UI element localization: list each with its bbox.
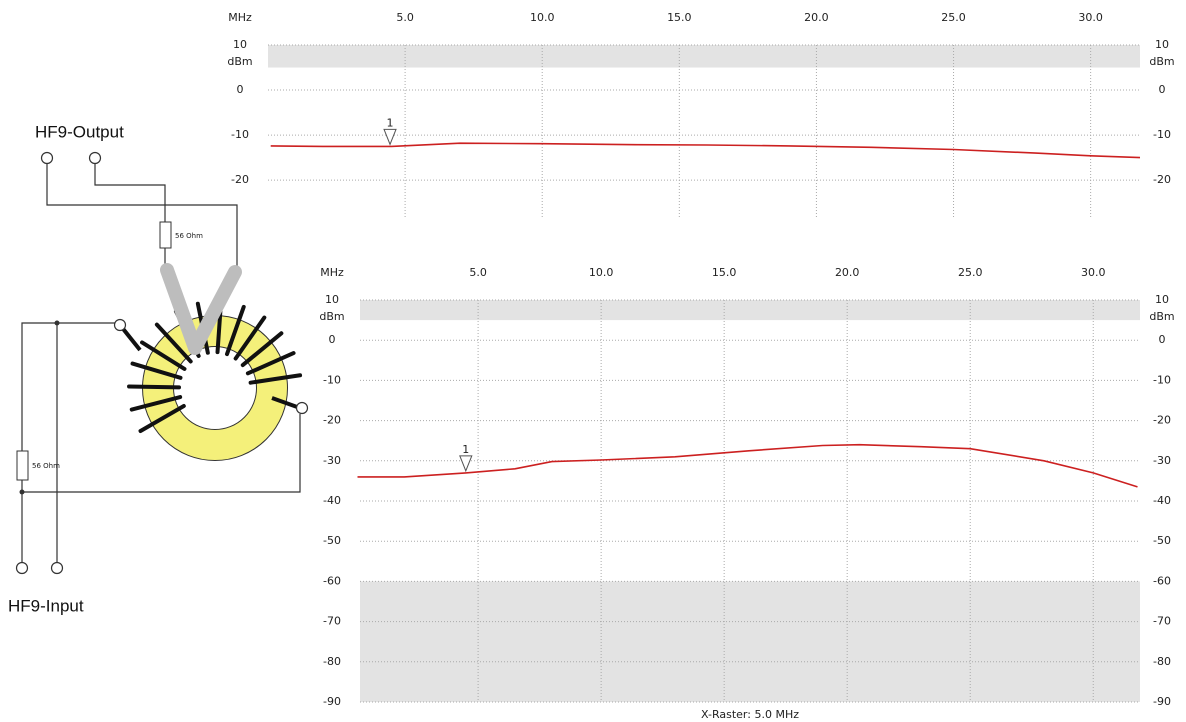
terminal xyxy=(42,153,53,164)
y-tick-label: -90 xyxy=(1153,695,1171,708)
y-tick-label: -20 xyxy=(1153,414,1171,427)
wire xyxy=(95,164,165,268)
shaded-band xyxy=(268,45,1140,68)
circuit-diagram: HF9-Output HF9-Input 56 Ohm 56 Ohm xyxy=(8,122,308,615)
x-tick-label: 15.0 xyxy=(712,266,737,279)
y-tick-label: -80 xyxy=(323,655,341,668)
footnote: X-Raster: 5.0 MHz xyxy=(701,708,799,721)
x-tick-label: 20.0 xyxy=(804,11,829,24)
y-tick-label: -60 xyxy=(323,574,341,587)
y-tick-label: -80 xyxy=(1153,655,1171,668)
x-tick-label: 15.0 xyxy=(667,11,692,24)
y-tick-label: 0 xyxy=(1159,83,1166,96)
winding xyxy=(129,386,179,387)
x-tick-label: 25.0 xyxy=(958,266,983,279)
y-unit: dBm xyxy=(227,55,252,68)
x-tick-label: 20.0 xyxy=(835,266,860,279)
spectrum-chart: 10 10 0 0 -10 -10 -20 -20 -30 -30 -40 -40 -50 -50 -60 -… xyxy=(319,266,1174,721)
resistor xyxy=(17,451,28,480)
y-tick-label: -90 xyxy=(323,695,341,708)
junction xyxy=(20,490,25,495)
y-unit: dBm xyxy=(1149,55,1174,68)
terminal xyxy=(52,563,63,574)
screen: HF9-Output HF9-Input 56 Ohm 56 Ohm 10100… xyxy=(0,0,1186,722)
y-tick-label: -10 xyxy=(1153,128,1171,141)
y-tick-label: 10 xyxy=(1155,293,1169,306)
input-label: HF9-Input xyxy=(8,596,84,615)
marker-label: 1 xyxy=(387,116,394,129)
x-tick-label: 5.0 xyxy=(396,11,414,24)
x-unit: MHz xyxy=(320,266,344,279)
y-tick-label: -70 xyxy=(1153,615,1171,628)
y-tick-label: -50 xyxy=(1153,534,1171,547)
terminal xyxy=(90,153,101,164)
wire xyxy=(47,164,237,272)
resistor-label: 56 Ohm xyxy=(175,232,203,240)
y-tick-label: -10 xyxy=(323,373,341,386)
shaded-band xyxy=(360,581,1140,702)
junction xyxy=(55,321,60,326)
x-tick-label: 10.0 xyxy=(530,11,555,24)
y-tick-label: -20 xyxy=(1153,173,1171,186)
y-tick-label: 0 xyxy=(1159,333,1166,346)
plot-area xyxy=(268,45,1140,218)
x-tick-label: 30.0 xyxy=(1078,11,1103,24)
resistor xyxy=(160,222,171,248)
y-tick-label: 0 xyxy=(237,83,244,96)
page: {"diagram": {"output_label": "HF9-Output… xyxy=(0,0,1186,722)
x-unit: MHz xyxy=(228,11,252,24)
y-tick-label: -40 xyxy=(323,494,341,507)
x-tick-label: 25.0 xyxy=(941,11,966,24)
y-tick-label: -20 xyxy=(323,414,341,427)
output-label: HF9-Output xyxy=(35,122,124,141)
y-unit: dBm xyxy=(319,310,344,323)
x-tick-label: 30.0 xyxy=(1081,266,1106,279)
y-tick-label: 10 xyxy=(325,293,339,306)
y-unit: dBm xyxy=(1149,310,1174,323)
spectrum-chart: 10 10 0 0 -10 -10 -20 -20 5.0 10.0 15.0 20.0 25.0 30.… xyxy=(227,11,1174,218)
shaded-band xyxy=(360,300,1140,320)
y-tick-label: -30 xyxy=(1153,454,1171,467)
terminal xyxy=(115,320,126,331)
marker-label: 1 xyxy=(462,443,469,456)
x-tick-label: 5.0 xyxy=(469,266,487,279)
terminal xyxy=(17,563,28,574)
y-tick-label: -10 xyxy=(231,128,249,141)
y-tick-label: 10 xyxy=(233,38,247,51)
y-tick-label: -50 xyxy=(323,534,341,547)
y-tick-label: -10 xyxy=(1153,373,1171,386)
y-tick-label: 0 xyxy=(329,333,336,346)
y-tick-label: 10 xyxy=(1155,38,1169,51)
y-tick-label: -70 xyxy=(323,615,341,628)
x-tick-label: 10.0 xyxy=(589,266,614,279)
terminal xyxy=(297,403,308,414)
y-tick-label: -30 xyxy=(323,454,341,467)
y-tick-label: -40 xyxy=(1153,494,1171,507)
y-tick-label: -20 xyxy=(231,173,249,186)
y-tick-label: -60 xyxy=(1153,574,1171,587)
resistor-label: 56 Ohm xyxy=(32,462,60,470)
